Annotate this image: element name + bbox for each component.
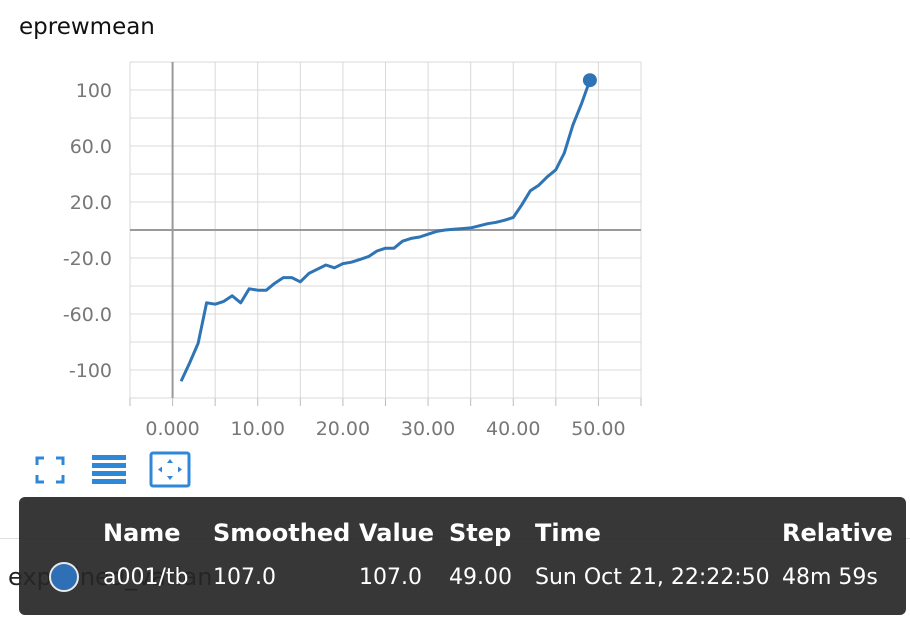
fullscreen-icon[interactable] (30, 450, 70, 490)
header-time: Time (535, 519, 601, 547)
chart-ticks: 0.000 10.00 20.00 30.00 40.00 50.00 100 60.0 20.… (63, 80, 626, 440)
chart-title: eprewmean (19, 14, 155, 40)
row-time: Sun Oct 21, 22:22:50 (535, 564, 770, 590)
x-tick-label: 0.000 (145, 418, 199, 440)
x-tick-label: 50.00 (571, 418, 625, 440)
y-tick-label: -20.0 (63, 248, 112, 270)
x-tick-label: 10.00 (231, 418, 285, 440)
y-tick-label: 60.0 (70, 136, 112, 158)
row-smoothed: 107.0 (213, 564, 276, 590)
x-tick-label: 40.00 (486, 418, 540, 440)
y-tick-label: -60.0 (63, 304, 112, 326)
header-step: Step (449, 519, 512, 547)
header-value: Value (359, 519, 435, 547)
row-value: 107.0 (359, 564, 422, 590)
chart-series (179, 73, 597, 382)
highlight-point (582, 73, 597, 88)
row-step: 49.00 (449, 564, 512, 590)
y-tick-label: -100 (69, 360, 112, 382)
row-name: a001/tb (103, 564, 189, 590)
series-line (179, 79, 592, 382)
header-smoothed: Smoothed (213, 519, 351, 547)
tooltip: Name Smoothed Value Step Time Relative a… (19, 497, 906, 615)
y-tick-label: 100 (76, 80, 112, 102)
list-icon[interactable] (88, 450, 128, 490)
x-tick-label: 20.00 (316, 418, 370, 440)
tooltip-row: a001/tb 107.0 107.0 49.00 Sun Oct 21, 22… (19, 555, 893, 599)
header-relative: Relative (782, 519, 893, 547)
row-relative: 48m 59s (782, 564, 878, 590)
x-tick-label: 30.00 (401, 418, 455, 440)
tooltip-header-row: Name Smoothed Value Step Time Relative (19, 511, 893, 555)
header-name: Name (103, 519, 181, 547)
chart-axes (130, 62, 641, 398)
chart: 0.000 10.00 20.00 30.00 40.00 50.00 100 60.0 20.… (63, 61, 642, 440)
y-tick-label: 20.0 (70, 192, 112, 214)
chart-grid (129, 61, 642, 406)
run-color-dot (49, 562, 79, 592)
fit-domain-icon[interactable] (148, 450, 191, 490)
